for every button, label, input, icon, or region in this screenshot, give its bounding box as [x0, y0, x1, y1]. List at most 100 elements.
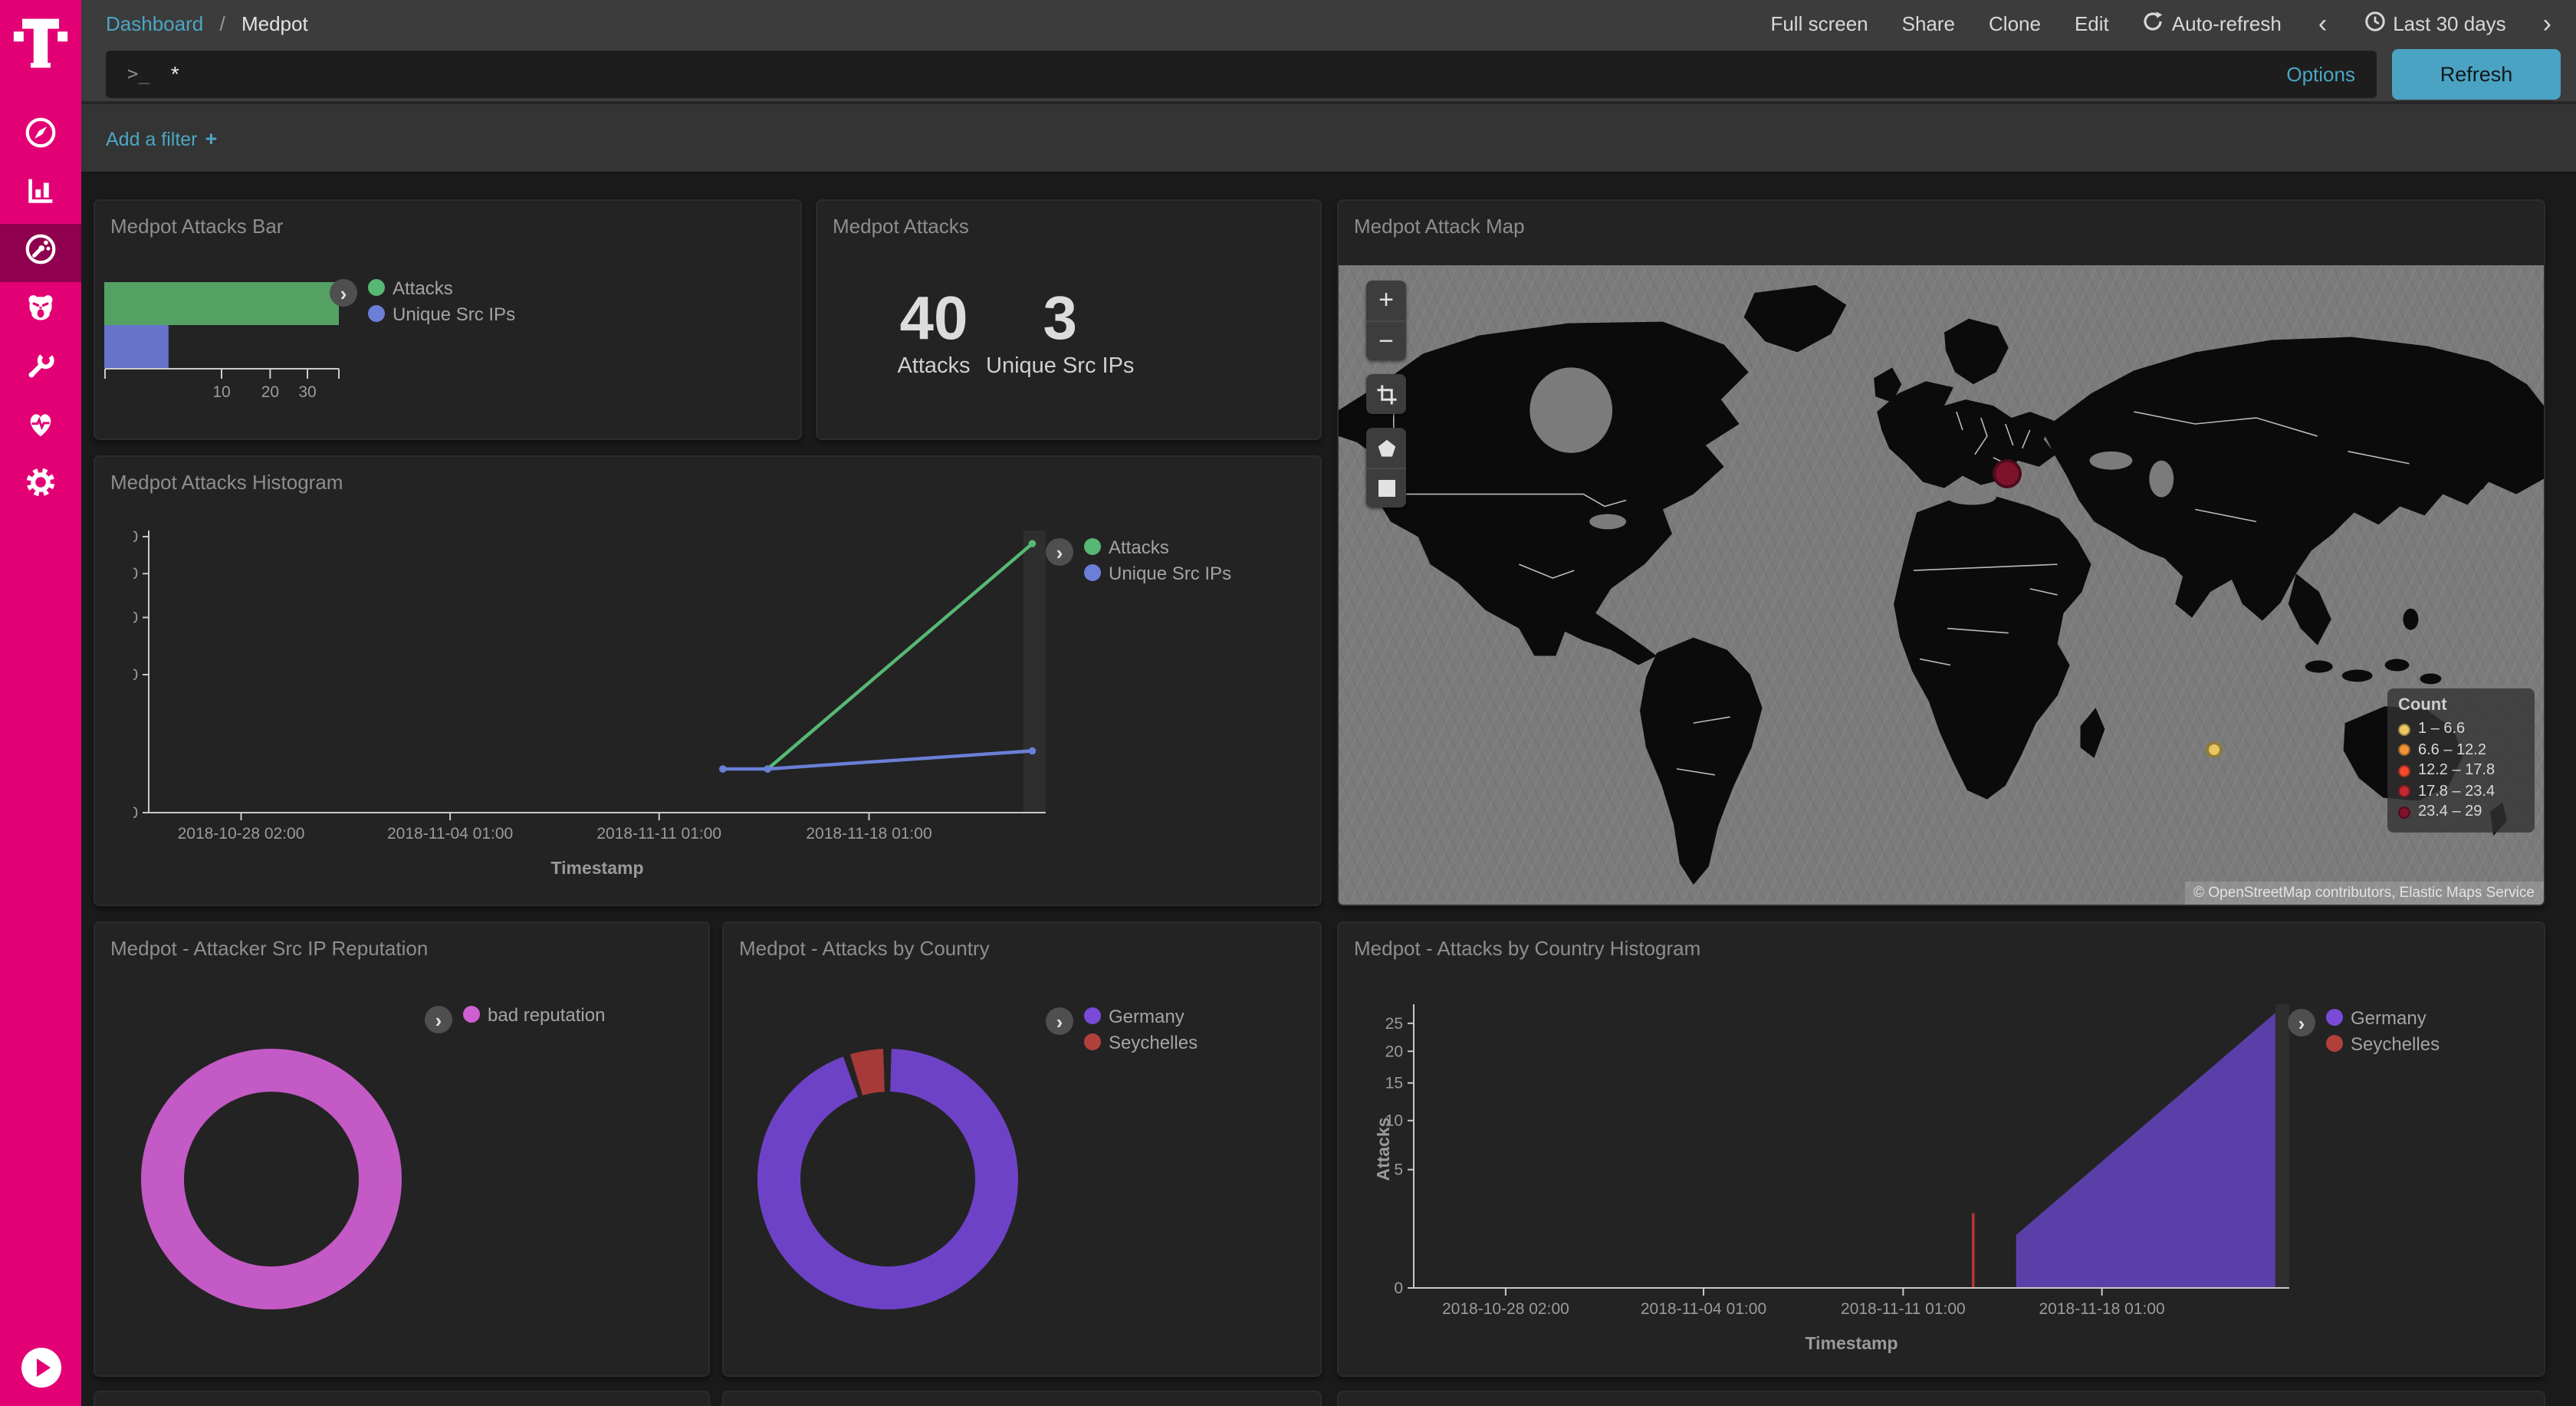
map-legend-dot [2398, 785, 2410, 798]
panel-attack-map: Medpot Attack Map [1337, 199, 2545, 906]
legend-label: Unique Src IPs [1109, 562, 1232, 583]
map-rectangle-tool-button[interactable] [1366, 468, 1406, 508]
panel-title[interactable]: Medpot Attack Map [1354, 215, 1525, 238]
attacks-bar-legend: › Attacks Unique Src IPs [330, 277, 516, 324]
breadcrumb-dashboard-link[interactable]: Dashboard [106, 11, 204, 34]
panel-partial-3 [1337, 1391, 2545, 1406]
panel-title[interactable]: Medpot Attacks Bar [110, 215, 284, 238]
share-button[interactable]: Share [1901, 11, 1956, 34]
svg-text:10: 10 [1385, 1112, 1403, 1130]
metric-label: Attacks [897, 354, 971, 379]
legend-item[interactable]: Unique Src IPs [1084, 562, 1232, 583]
svg-text:Timestamp: Timestamp [1805, 1333, 1898, 1353]
sidebar-item-dashboard[interactable] [0, 224, 81, 282]
time-range-picker[interactable]: Last 30 days [2364, 10, 2506, 36]
map-attribution[interactable]: © OpenStreetMap contributors, Elastic Ma… [2184, 882, 2544, 905]
svg-text:2018-11-18 01:00: 2018-11-18 01:00 [2039, 1300, 2164, 1318]
panel-attacks-histogram: Medpot Attacks Histogram 0 10 20 30 40 2018-1… [94, 455, 1322, 906]
svg-text:2018-10-28 02:00: 2018-10-28 02:00 [1442, 1300, 1569, 1318]
map-zoom-out-button[interactable]: − [1366, 320, 1406, 360]
map-legend-title: Count [2398, 696, 2447, 714]
full-screen-button[interactable]: Full screen [1770, 11, 1868, 34]
query-bar[interactable]: >_ * Options [106, 50, 2377, 97]
time-next-button[interactable]: › [2542, 8, 2551, 38]
map-legend-label: 23.4 – 29 [2418, 803, 2482, 821]
sidebar-item-management[interactable] [0, 457, 81, 515]
svg-text:20: 20 [261, 383, 279, 401]
query-options-link[interactable]: Options [2286, 62, 2355, 85]
map-legend-row: 23.4 – 29 [2398, 802, 2524, 823]
sidebar-nav [0, 107, 81, 515]
attacks-bar-chart[interactable]: 10 20 30 [104, 274, 779, 420]
sidebar-item-monitoring[interactable] [0, 399, 81, 457]
map-zoom-in-button[interactable]: + [1378, 285, 1394, 314]
legend-item[interactable]: Attacks [368, 277, 515, 298]
legend-item[interactable]: bad reputation [463, 1004, 606, 1025]
attack-location-dot [1993, 458, 2022, 488]
gear-icon [23, 465, 58, 508]
breadcrumb: Dashboard / Medpot [106, 11, 308, 34]
sidebar-item-discover[interactable] [0, 107, 81, 166]
attack-map[interactable]: + − [1339, 265, 2544, 905]
auto-refresh-button[interactable]: Auto-refresh [2143, 10, 2282, 36]
query-input[interactable]: * [170, 61, 179, 86]
compass-icon [23, 115, 58, 158]
filter-bar: Add a filter + [81, 104, 2576, 173]
refresh-button[interactable]: Refresh [2392, 48, 2561, 99]
svg-text:20: 20 [133, 609, 138, 626]
sidebar-item-honeypot[interactable] [0, 282, 81, 340]
metric-unique-src-ips: 3 Unique Src IPs [986, 287, 1134, 379]
breadcrumb-separator: / [219, 11, 225, 34]
attacks-histogram-chart[interactable]: 0 10 20 30 40 2018-10-28 02:00 2018-11-04 01:0… [120, 518, 1145, 894]
panel-title[interactable]: Medpot Attacks Histogram [110, 471, 343, 494]
map-legend-row: 6.6 – 12.2 [2398, 740, 2524, 760]
telekom-t-logo[interactable] [12, 9, 69, 84]
map-polygon-tool-button[interactable] [1366, 428, 1406, 468]
main-area: Dashboard / Medpot Full screen Share Clo… [81, 0, 2576, 1406]
country-histogram-chart[interactable]: 0 5 10 15 20 25 2018-10-28 02:00 2018-11-04 01:… [1373, 992, 2404, 1375]
panel-title[interactable]: Medpot Attacks [833, 215, 969, 238]
edit-button[interactable]: Edit [2074, 11, 2109, 34]
sidebar-item-dev-tools[interactable] [0, 340, 81, 399]
legend-label: Unique Src IPs [393, 303, 516, 324]
svg-text:20: 20 [1385, 1043, 1403, 1060]
legend-item[interactable]: Seychelles [2326, 1033, 2440, 1054]
legend-color-dot [1084, 538, 1101, 555]
legend-label: bad reputation [488, 1004, 606, 1025]
svg-text:0: 0 [1394, 1280, 1403, 1297]
panel-title[interactable]: Medpot - Attacks by Country [739, 937, 990, 960]
panel-title[interactable]: Medpot - Attacks by Country Histogram [1354, 937, 1701, 960]
legend-expand-icon[interactable]: › [2288, 1009, 2315, 1036]
sidebar-collapse-button[interactable] [21, 1348, 61, 1388]
svg-text:25: 25 [1385, 1015, 1403, 1033]
breadcrumb-current: Medpot [241, 11, 308, 34]
reputation-donut-chart[interactable] [118, 1026, 425, 1332]
svg-text:2018-11-18 01:00: 2018-11-18 01:00 [806, 825, 932, 843]
sidebar-item-visualize[interactable] [0, 166, 81, 224]
legend-item[interactable]: Germany [2326, 1007, 2440, 1028]
legend-color-dot [2326, 1009, 2343, 1026]
metric-value: 3 [1043, 285, 1077, 353]
panel-title[interactable]: Medpot - Attacker Src IP Reputation [110, 937, 429, 960]
legend-item[interactable]: Germany [1084, 1005, 1198, 1027]
legend-expand-icon[interactable]: › [1046, 538, 1073, 566]
time-prev-button[interactable]: ‹ [2318, 8, 2328, 38]
clone-button[interactable]: Clone [1989, 11, 2041, 34]
map-legend-entries: 1 – 6.6 6.6 – 12.2 12.2 – 17.8 17.8 – 23.4 2… [2398, 719, 2524, 823]
svg-text:10: 10 [212, 383, 230, 401]
legend-expand-icon[interactable]: › [330, 279, 357, 307]
dashboard-grid: Medpot Attacks Bar 10 20 30 › Attacks Unique… [81, 178, 2576, 1406]
query-row: >_ * Options Refresh [81, 46, 2576, 104]
navbar-actions: Full screen Share Clone Edit Auto-refres… [1770, 10, 2555, 36]
legend-label: Germany [2351, 1007, 2426, 1028]
country-donut-chart[interactable] [734, 1026, 1041, 1332]
legend-item[interactable]: Unique Src IPs [368, 303, 516, 324]
legend-expand-icon[interactable]: › [1046, 1007, 1073, 1035]
legend-item[interactable]: Attacks [1084, 536, 1231, 557]
add-filter-link[interactable]: Add a filter + [106, 126, 218, 149]
map-legend-row: 17.8 – 23.4 [2398, 781, 2524, 802]
legend-expand-icon[interactable]: › [425, 1006, 452, 1033]
legend-item[interactable]: Seychelles [1084, 1031, 1198, 1053]
wrench-icon [23, 348, 58, 391]
map-crop-tool-button[interactable] [1366, 374, 1406, 414]
